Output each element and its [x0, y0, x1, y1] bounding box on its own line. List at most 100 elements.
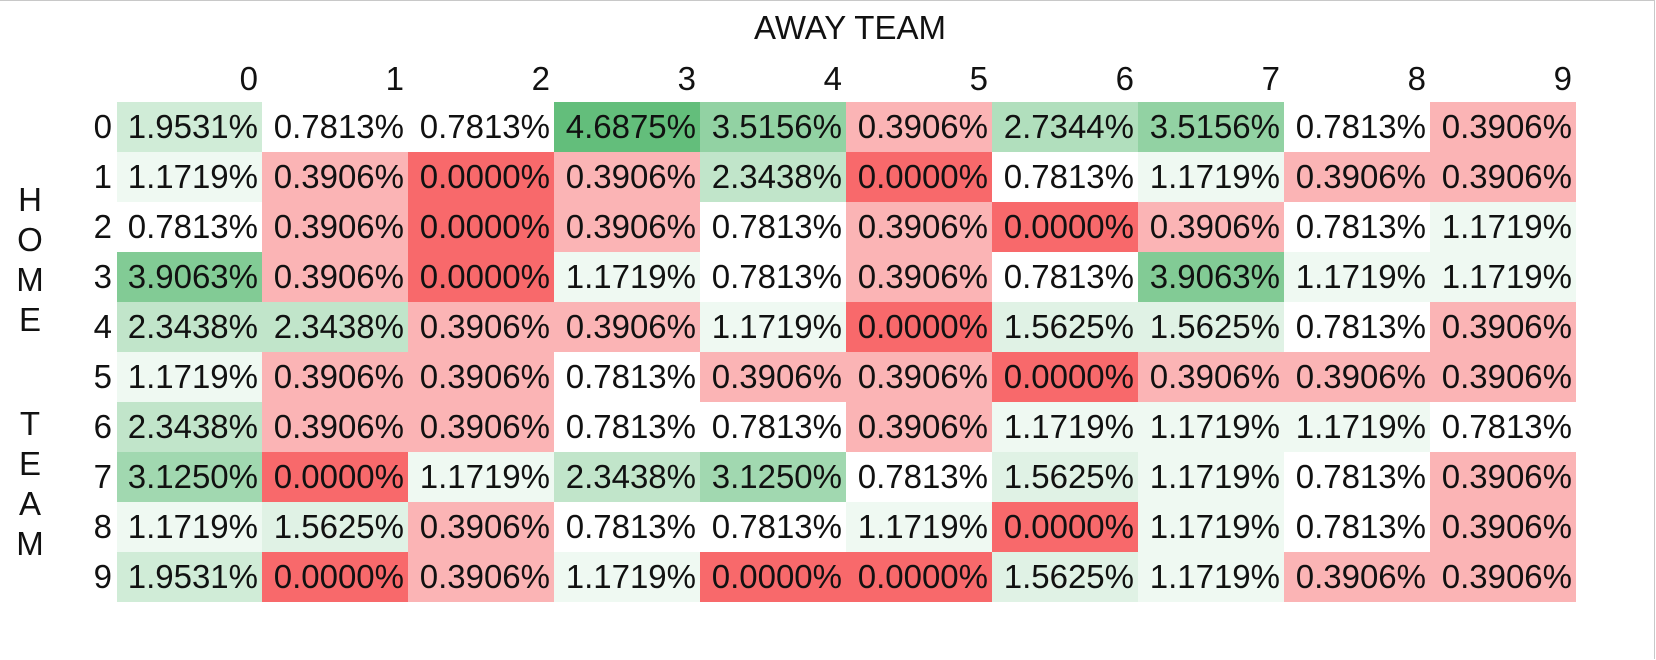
heatmap-cell: 0.3906% [700, 352, 846, 402]
heatmap-cell: 0.7813% [1284, 452, 1430, 502]
heatmap-cell: 1.1719% [554, 252, 700, 302]
heatmap-cell: 0.3906% [846, 102, 992, 152]
heatmap-cell: 1.5625% [262, 502, 408, 552]
heatmap-cell: 0.3906% [1430, 502, 1576, 552]
home-score-header-2: 2 [93, 208, 112, 245]
heatmap-cell: 0.0000% [408, 252, 554, 302]
home-team-letter: M [16, 261, 44, 298]
heatmap-cell: 0.3906% [846, 402, 992, 452]
heatmap-cell: 0.3906% [262, 202, 408, 252]
heatmap-cell: 0.7813% [408, 102, 554, 152]
away-score-header-4: 4 [823, 60, 842, 97]
heatmap-cell: 0.3906% [1284, 352, 1430, 402]
heatmap-cell: 0.0000% [262, 452, 408, 502]
heatmap-cell: 0.3906% [408, 402, 554, 452]
heatmap-cell: 0.7813% [554, 402, 700, 452]
heatmap-cell: 0.3906% [408, 352, 554, 402]
home-score-header-5: 5 [93, 358, 112, 395]
home-team-letter: M [16, 525, 44, 562]
heatmap-cell: 1.5625% [992, 552, 1138, 602]
heatmap-cell: 3.9063% [117, 252, 262, 302]
heatmap-cell: 0.7813% [1284, 302, 1430, 352]
home-score-header-4: 4 [93, 308, 112, 345]
heatmap-cell: 0.0000% [700, 552, 846, 602]
heatmap-cell: 0.7813% [700, 252, 846, 302]
heatmap-cell: 0.0000% [846, 552, 992, 602]
heatmap-cell: 0.7813% [117, 202, 262, 252]
heatmap-cell: 0.3906% [846, 252, 992, 302]
heatmap-cell: 0.3906% [554, 302, 700, 352]
heatmap-cell: 1.1719% [408, 452, 554, 502]
heatmap-cell: 0.7813% [700, 202, 846, 252]
heatmap-cell: 0.0000% [408, 202, 554, 252]
heatmap-cell: 2.3438% [554, 452, 700, 502]
away-team-title: AWAY TEAM [754, 9, 946, 46]
heatmap-cell: 0.3906% [1430, 452, 1576, 502]
away-score-headers: 0 1 2 3 4 5 6 7 8 9 [117, 58, 1647, 100]
heatmap-cell: 2.7344% [992, 102, 1138, 152]
home-team-letter: T [19, 405, 41, 442]
away-score-header-0: 0 [239, 60, 258, 97]
heatmap-cell: 2.3438% [117, 302, 262, 352]
away-score-header-1: 1 [385, 60, 404, 97]
away-score-header-2: 2 [531, 60, 550, 97]
heatmap-cell: 1.1719% [1138, 552, 1284, 602]
heatmap-cell: 0.7813% [1284, 502, 1430, 552]
heatmap-cell: 0.3906% [554, 202, 700, 252]
heatmap-cell: 0.0000% [992, 202, 1138, 252]
heatmap-cell: 0.3906% [1138, 352, 1284, 402]
heatmap-cell: 1.1719% [554, 552, 700, 602]
heatmap-cell: 0.3906% [1284, 552, 1430, 602]
heatmap-cell: 0.3906% [1430, 302, 1576, 352]
heatmap-cell: 1.1719% [1138, 402, 1284, 452]
heatmap-cell: 0.3906% [846, 352, 992, 402]
heatmap-cell: 1.9531% [117, 552, 262, 602]
home-score-header-1: 1 [93, 158, 112, 195]
heatmap-cell: 0.7813% [554, 352, 700, 402]
heatmap-cell: 0.3906% [262, 402, 408, 452]
heatmap-cell: 3.5156% [700, 102, 846, 152]
heatmap-grid: 1.9531% 0.7813% 0.7813% 4.6875% 3.5156% 0.390… [117, 102, 1647, 622]
heatmap-cell: 1.5625% [1138, 302, 1284, 352]
heatmap-cell: 0.3906% [554, 152, 700, 202]
heatmap-cell: 1.1719% [117, 352, 262, 402]
heatmap-cell: 0.3906% [1138, 202, 1284, 252]
home-team-letter: E [18, 301, 41, 338]
heatmap-cell: 1.1719% [700, 302, 846, 352]
heatmap-cell: 1.5625% [992, 302, 1138, 352]
heatmap-cell: 1.1719% [1430, 252, 1576, 302]
heatmap-cell: 0.3906% [408, 552, 554, 602]
heatmap-cell: 1.1719% [1138, 152, 1284, 202]
heatmap-cell: 0.3906% [846, 202, 992, 252]
home-score-header-7: 7 [93, 458, 112, 495]
heatmap-cell: 0.7813% [1284, 202, 1430, 252]
home-team-letter: H [18, 181, 42, 218]
heatmap-cell: 0.7813% [992, 152, 1138, 202]
away-score-header-9: 9 [1553, 60, 1572, 97]
heatmap-cell: 0.0000% [992, 502, 1138, 552]
heatmap-cell: 0.3906% [408, 502, 554, 552]
home-score-header-8: 8 [93, 508, 112, 545]
heatmap-cell: 1.1719% [1284, 402, 1430, 452]
heatmap-cell: 0.0000% [262, 552, 408, 602]
away-score-header-8: 8 [1407, 60, 1426, 97]
heatmap-cell: 0.7813% [262, 102, 408, 152]
home-score-header-0: 0 [93, 108, 112, 145]
heatmap-cell: 0.3906% [1430, 352, 1576, 402]
heatmap-cell: 1.1719% [846, 502, 992, 552]
heatmap-cell: 1.1719% [1138, 452, 1284, 502]
heatmap-cell: 3.9063% [1138, 252, 1284, 302]
heatmap-cell: 1.1719% [1430, 202, 1576, 252]
home-score-header-9: 9 [93, 558, 112, 595]
heatmap-cell: 4.6875% [554, 102, 700, 152]
heatmap-cell: 1.5625% [992, 452, 1138, 502]
heatmap-cell: 1.9531% [117, 102, 262, 152]
heatmap-cell: 2.3438% [262, 302, 408, 352]
heatmap-cell: 0.7813% [554, 502, 700, 552]
heatmap-cell: 0.3906% [262, 252, 408, 302]
away-score-header-7: 7 [1261, 60, 1280, 97]
heatmap-cell: 2.3438% [700, 152, 846, 202]
heatmap-cell: 0.7813% [1430, 402, 1576, 452]
heatmap-cell: 0.3906% [1284, 152, 1430, 202]
